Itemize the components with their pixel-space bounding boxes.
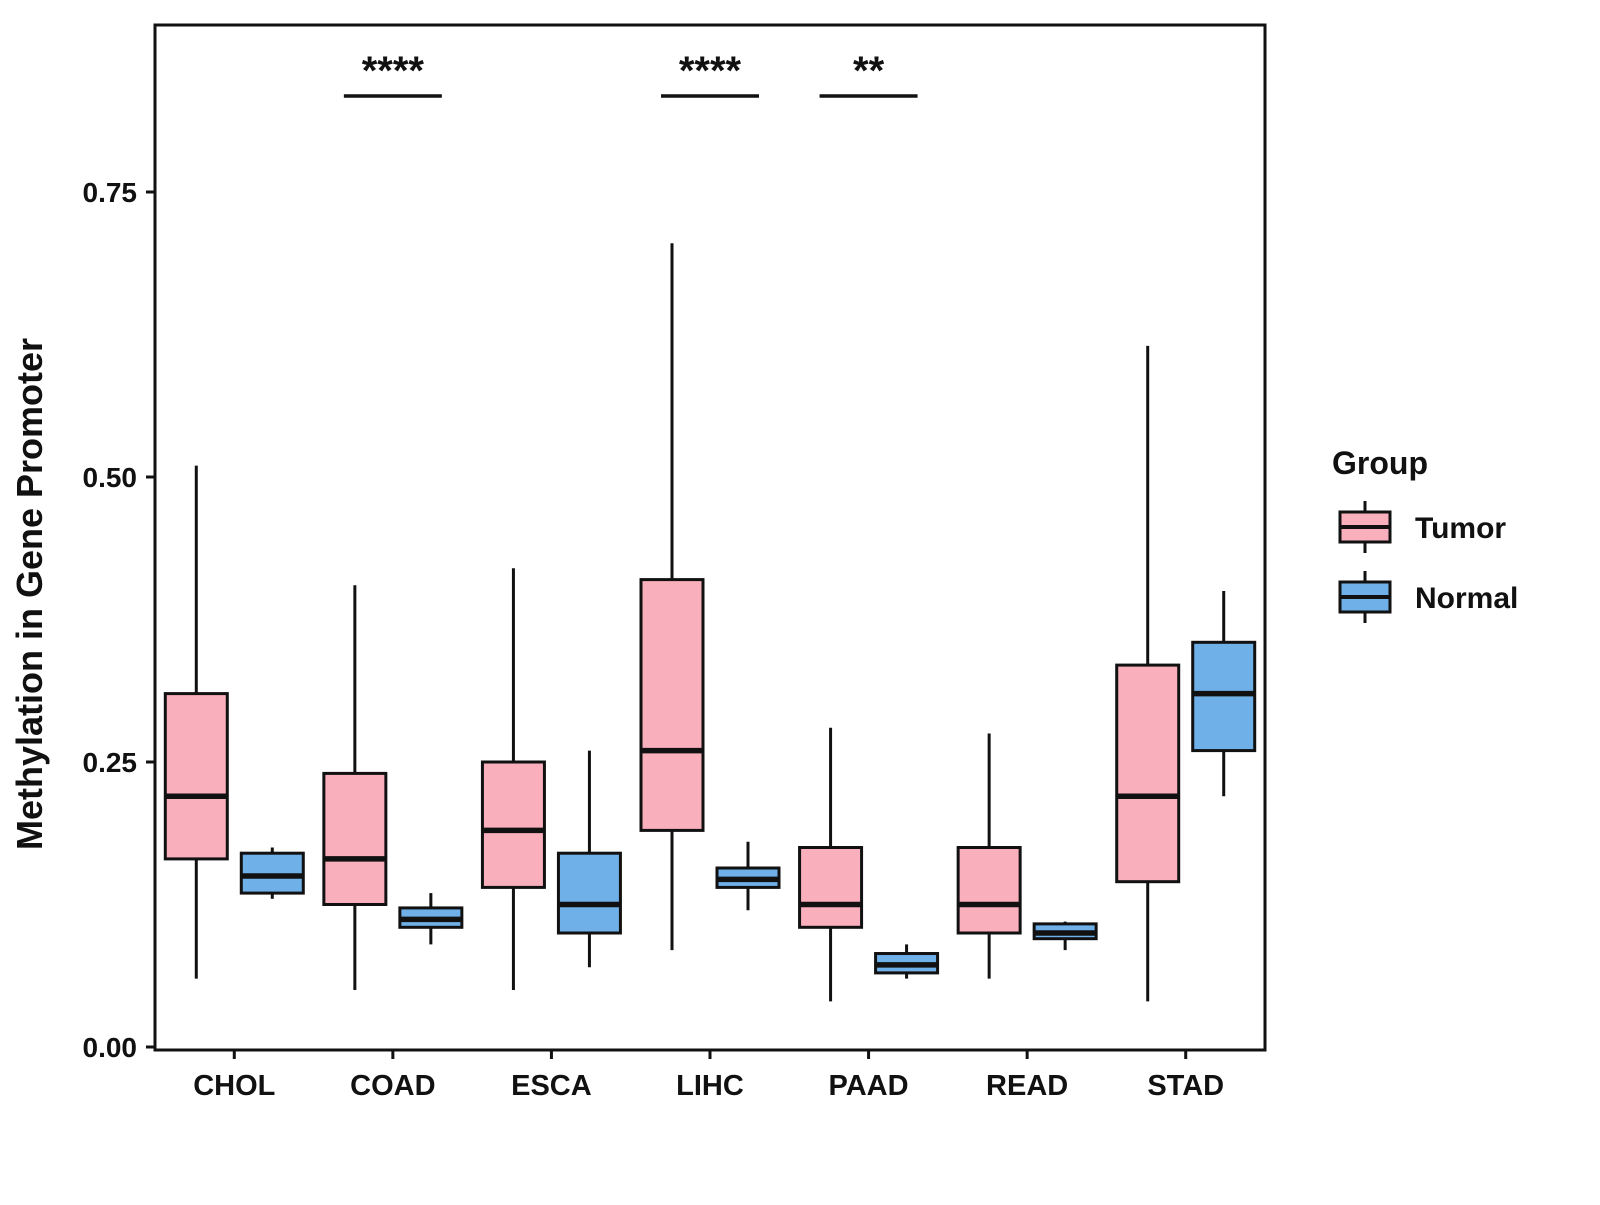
box-normal-esca [556,851,622,935]
box-tumor-read [956,846,1022,935]
x-axis-category-label: CHOL [193,1070,275,1102]
legend-title: Group [1332,445,1428,481]
box-tumor-coad [322,771,388,907]
x-axis-category-label: ESCA [511,1070,592,1102]
box-tumor-lihc [639,578,705,832]
box-tumor-paad [798,846,864,929]
legend-label-tumor: Tumor [1415,512,1506,545]
significance-stars-coad: **** [362,49,425,93]
y-axis-tick-label: 0.00 [83,1032,138,1063]
plot-panel-border [153,23,1267,1052]
y-axis-tick-label: 0.25 [83,747,138,778]
x-axis-category-label: LIHC [676,1070,744,1102]
x-axis-category-label: PAAD [829,1070,909,1102]
y-axis-title: Methylation in Gene Promoter [9,338,50,850]
box-tumor-chol [163,692,229,861]
y-axis-tick-label: 0.50 [83,462,138,493]
box-tumor-stad [1115,663,1181,884]
significance-stars-lihc: **** [679,49,742,93]
box-tumor-esca [480,760,546,889]
x-axis-category-label: COAD [350,1070,435,1102]
box-normal-chol [239,851,305,895]
x-axis-category-label: STAD [1147,1070,1224,1102]
box-normal-stad [1191,640,1257,753]
x-axis-category-label: READ [986,1070,1068,1102]
legend-label-normal: Normal [1415,582,1518,615]
significance-stars-paad: ** [853,49,885,93]
y-axis-tick-label: 0.75 [83,177,138,208]
